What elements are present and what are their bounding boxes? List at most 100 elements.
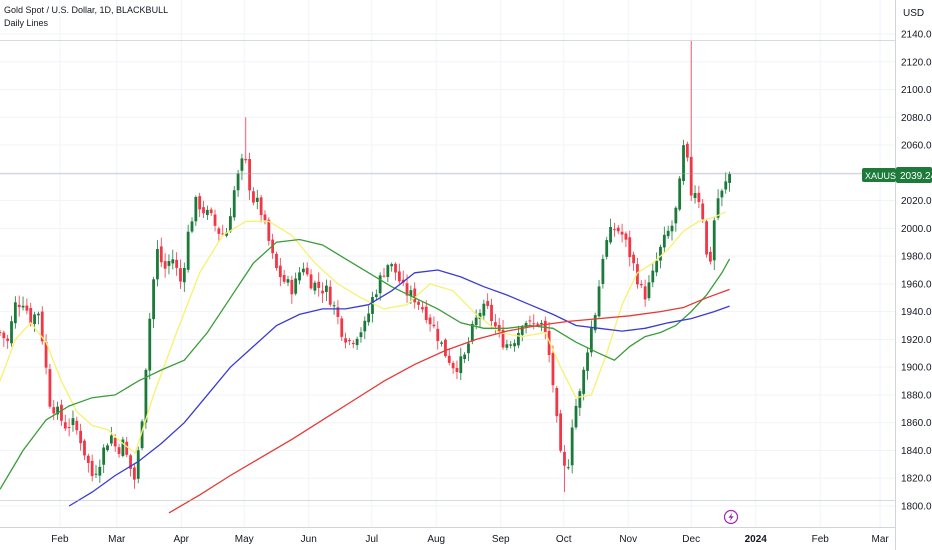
candle-body (125, 441, 129, 455)
candle-body (517, 333, 520, 346)
y-tick-label: 1820.00 (901, 474, 932, 485)
candle-body (659, 246, 662, 261)
price-axis[interactable]: 1800.00 1820.00 1840.00 1860.00 1880.00 1900.… (901, 30, 932, 513)
candle-body (513, 343, 516, 347)
candle-body (421, 307, 424, 310)
candle-body (113, 437, 117, 447)
sma20-line (0, 211, 727, 455)
candle-body (563, 452, 566, 466)
candle-body (705, 221, 708, 255)
candle-body (620, 231, 624, 235)
candle-body (685, 143, 689, 158)
candle-body (109, 435, 113, 444)
candle-body (647, 282, 651, 299)
candle-body (317, 281, 321, 288)
candle-body (605, 240, 609, 257)
candle-body (328, 286, 332, 305)
candle-body (282, 274, 286, 282)
candle-body (413, 288, 417, 303)
candle-body (505, 344, 509, 348)
candle-body (2, 332, 6, 339)
candle-body (37, 313, 40, 316)
candle-body (102, 447, 106, 465)
candle-body (148, 318, 152, 371)
y-tick-label: 2140.00 (901, 30, 932, 41)
candle-body (440, 342, 443, 344)
candle-body (570, 427, 574, 466)
lightning-icon[interactable] (723, 509, 739, 525)
y-tick-label: 2000.00 (901, 224, 932, 235)
candle-body (159, 246, 163, 263)
y-tick-label: 1980.00 (901, 252, 932, 263)
y-tick-label: 1880.00 (901, 390, 932, 401)
candle-body (478, 312, 482, 319)
candle-body (436, 328, 440, 342)
candle-body (205, 209, 209, 216)
candle-body (217, 228, 221, 234)
candle-body (693, 193, 697, 199)
candle-body (255, 197, 259, 202)
candle-body (363, 320, 367, 332)
candle-body (136, 450, 140, 479)
candle-body (17, 304, 21, 308)
y-tick-label: 2020.00 (901, 196, 932, 207)
candle-body (678, 178, 682, 210)
candle-body (555, 388, 559, 417)
candle-body (301, 268, 305, 273)
candle-body (470, 323, 474, 342)
candle-body (666, 230, 670, 237)
candle-body (117, 447, 121, 454)
candle-body (71, 418, 75, 426)
candle-body (144, 369, 148, 423)
price-tag-value-box (896, 167, 932, 183)
x-tick-label: 2024 (745, 534, 768, 545)
candle-body (528, 320, 532, 322)
x-tick-label: Oct (556, 534, 572, 545)
candle-body (728, 173, 731, 183)
candle-body (712, 220, 716, 261)
candle-body (559, 413, 563, 451)
candle-body (225, 232, 228, 236)
candle-body (229, 216, 232, 232)
candle-body (424, 306, 428, 321)
candle-body (482, 303, 486, 316)
candle-body (186, 231, 190, 270)
candle-body (0, 332, 2, 334)
candle-body (540, 322, 543, 324)
candle-body (194, 196, 198, 222)
candle-body (348, 340, 351, 342)
candle-body (409, 290, 413, 297)
candle-body (121, 439, 125, 456)
x-tick-label: Dec (682, 534, 700, 545)
candle-body (374, 294, 378, 298)
candle-body (509, 344, 513, 346)
candle-body (98, 466, 102, 476)
candle-body (340, 318, 344, 337)
candle-body (344, 338, 347, 343)
candle-body (332, 305, 336, 307)
candle-body (463, 354, 467, 360)
candle-body (624, 233, 628, 240)
y-tick-label: 1900.00 (901, 363, 932, 374)
x-tick-label: May (235, 534, 254, 545)
candle-body (609, 226, 612, 243)
y-tick-label: 2120.00 (901, 57, 932, 68)
candle-body (428, 317, 432, 325)
candle-body (171, 259, 175, 264)
candle-body (593, 315, 597, 331)
candle-body (674, 207, 678, 224)
candle-body (29, 307, 33, 324)
candle-body (278, 265, 282, 278)
moving-average-lines (0, 211, 731, 514)
y-tick-label: 1940.00 (901, 307, 932, 318)
candle-body (198, 196, 202, 210)
candle-body (467, 343, 470, 354)
candle-body (248, 159, 251, 191)
currency-label[interactable]: USD (903, 8, 924, 19)
candle-body (551, 352, 555, 386)
x-tick-label: Mar (108, 534, 126, 545)
time-axis[interactable]: Feb Mar Apr May Jun Jul Aug Sep Oct Nov Dec 2024 Feb… (51, 534, 889, 545)
candle-body (179, 268, 182, 282)
candle-body (275, 253, 278, 269)
